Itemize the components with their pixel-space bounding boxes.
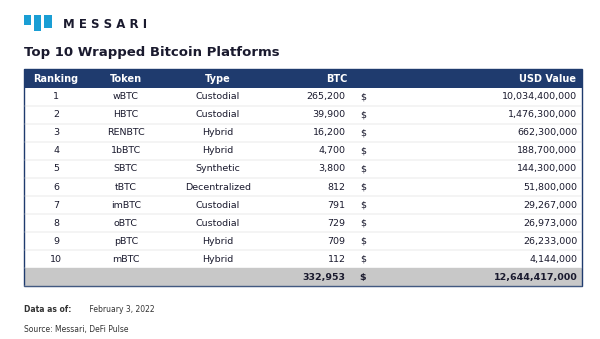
Text: pBTC: pBTC <box>114 237 138 246</box>
Text: 51,800,000: 51,800,000 <box>523 182 577 192</box>
Text: 709: 709 <box>328 237 346 246</box>
Text: 112: 112 <box>328 255 346 264</box>
Text: SBTC: SBTC <box>114 164 138 174</box>
Text: Synthetic: Synthetic <box>196 164 241 174</box>
Text: Custodial: Custodial <box>196 201 240 210</box>
Text: Hybrid: Hybrid <box>202 128 233 137</box>
Text: BTC: BTC <box>326 74 347 83</box>
Bar <box>24 106 582 124</box>
Text: 188,700,000: 188,700,000 <box>517 146 577 155</box>
Text: 729: 729 <box>328 219 346 228</box>
Text: Custodial: Custodial <box>196 92 240 101</box>
Text: 10,034,400,000: 10,034,400,000 <box>502 92 577 101</box>
Text: $: $ <box>360 219 366 228</box>
Text: 9: 9 <box>53 237 59 246</box>
Text: Source: Messari, DeFi Pulse: Source: Messari, DeFi Pulse <box>24 325 128 335</box>
Bar <box>24 69 582 87</box>
Text: 6: 6 <box>53 182 59 192</box>
Text: Type: Type <box>205 74 231 83</box>
Text: 1bBTC: 1bBTC <box>111 146 141 155</box>
Text: tBTC: tBTC <box>115 182 137 192</box>
Bar <box>24 124 582 142</box>
Text: 265,200: 265,200 <box>307 92 346 101</box>
Text: 3,800: 3,800 <box>319 164 346 174</box>
Text: 16,200: 16,200 <box>313 128 346 137</box>
Text: USD Value: USD Value <box>519 74 576 83</box>
Text: $: $ <box>360 237 366 246</box>
Text: $: $ <box>360 110 366 119</box>
Text: $: $ <box>360 128 366 137</box>
Text: 5: 5 <box>53 164 59 174</box>
Bar <box>34 15 41 31</box>
Text: imBTC: imBTC <box>111 201 141 210</box>
Text: $: $ <box>360 146 366 155</box>
Text: wBTC: wBTC <box>113 92 139 101</box>
Text: 144,300,000: 144,300,000 <box>517 164 577 174</box>
Text: $: $ <box>360 164 366 174</box>
Bar <box>24 15 31 25</box>
Bar <box>24 268 582 286</box>
Bar <box>24 232 582 250</box>
Text: 4,700: 4,700 <box>319 146 346 155</box>
Text: $: $ <box>359 273 366 282</box>
Text: 812: 812 <box>328 182 346 192</box>
Bar <box>24 160 582 178</box>
Text: $: $ <box>360 255 366 264</box>
Bar <box>24 250 582 268</box>
Bar <box>44 15 52 28</box>
Bar <box>24 214 582 232</box>
Text: Hybrid: Hybrid <box>202 237 233 246</box>
Text: 26,973,000: 26,973,000 <box>523 219 577 228</box>
Text: 29,267,000: 29,267,000 <box>523 201 577 210</box>
Text: Top 10 Wrapped Bitcoin Platforms: Top 10 Wrapped Bitcoin Platforms <box>24 46 280 59</box>
Text: 7: 7 <box>53 201 59 210</box>
Text: 39,900: 39,900 <box>313 110 346 119</box>
Text: $: $ <box>360 201 366 210</box>
Text: Data as of:: Data as of: <box>24 305 71 314</box>
Bar <box>24 178 582 196</box>
Text: 662,300,000: 662,300,000 <box>517 128 577 137</box>
Text: Custodial: Custodial <box>196 219 240 228</box>
Text: 4,144,000: 4,144,000 <box>529 255 577 264</box>
Text: 4: 4 <box>53 146 59 155</box>
Bar <box>24 87 582 106</box>
Text: Custodial: Custodial <box>196 110 240 119</box>
Text: 1: 1 <box>53 92 59 101</box>
Text: Ranking: Ranking <box>34 74 79 83</box>
Text: 3: 3 <box>53 128 59 137</box>
Text: Token: Token <box>110 74 142 83</box>
Text: 10: 10 <box>50 255 62 264</box>
Text: 2: 2 <box>53 110 59 119</box>
Text: Decentralized: Decentralized <box>185 182 251 192</box>
Bar <box>24 196 582 214</box>
Text: oBTC: oBTC <box>114 219 138 228</box>
Text: Hybrid: Hybrid <box>202 146 233 155</box>
Text: M E S S A R I: M E S S A R I <box>63 18 147 31</box>
Text: $: $ <box>360 92 366 101</box>
Bar <box>24 142 582 160</box>
Text: $: $ <box>360 182 366 192</box>
Text: 26,233,000: 26,233,000 <box>523 237 577 246</box>
Text: RENBTC: RENBTC <box>107 128 145 137</box>
Text: 791: 791 <box>328 201 346 210</box>
Text: Hybrid: Hybrid <box>202 255 233 264</box>
Text: 1,476,300,000: 1,476,300,000 <box>508 110 577 119</box>
Bar <box>24 69 582 286</box>
Text: HBTC: HBTC <box>113 110 139 119</box>
Text: 332,953: 332,953 <box>302 273 346 282</box>
Text: mBTC: mBTC <box>112 255 140 264</box>
Text: 8: 8 <box>53 219 59 228</box>
Text: February 3, 2022: February 3, 2022 <box>87 305 155 314</box>
Text: 12,644,417,000: 12,644,417,000 <box>493 273 577 282</box>
